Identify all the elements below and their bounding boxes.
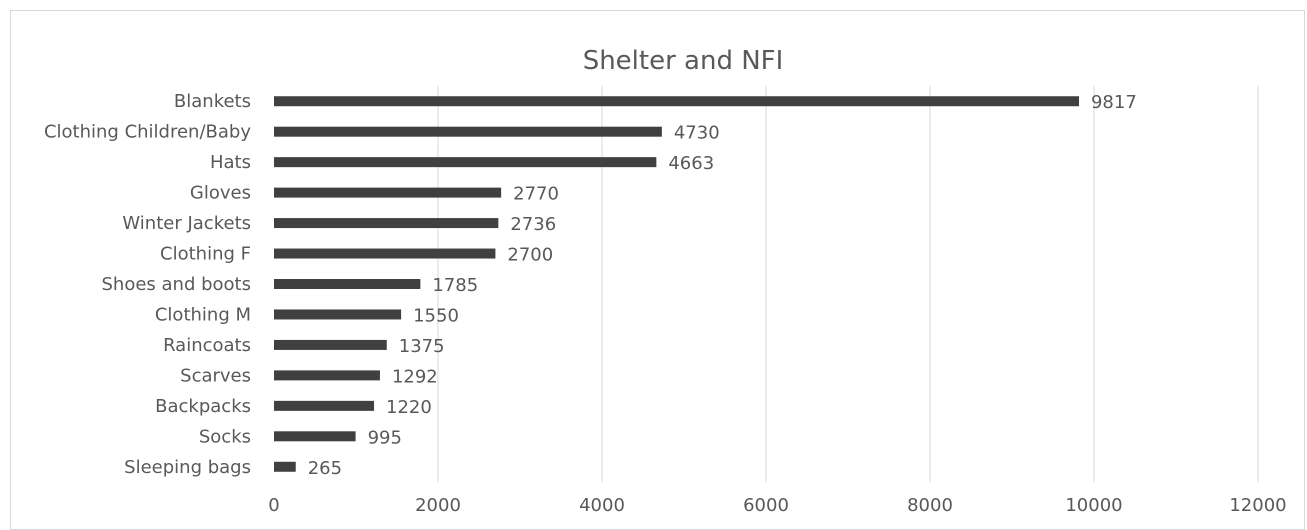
- gridlines: [437, 86, 1259, 482]
- data-label: 1375: [399, 336, 445, 357]
- bar: [274, 157, 657, 168]
- bar: [274, 279, 421, 289]
- x-tick-label: 4000: [579, 495, 625, 516]
- category-label: Scarves: [180, 365, 251, 386]
- data-label: 4663: [668, 153, 714, 174]
- category-label: Clothing Children/Baby: [44, 122, 251, 143]
- x-tick-label: 2000: [415, 495, 461, 516]
- category-label: Sleeping bags: [124, 457, 251, 478]
- category-label: Backpacks: [155, 396, 251, 417]
- x-tick-label: 10000: [1065, 495, 1122, 516]
- bar-chart: 9817 4730 4663 2770 2736 2700 1785 1550 1375 1292…: [44, 46, 1287, 516]
- category-label: Blankets: [174, 91, 251, 112]
- bar: [274, 218, 499, 229]
- x-tick-label: 8000: [907, 495, 953, 516]
- bar: [274, 248, 496, 259]
- data-label: 2770: [513, 184, 559, 205]
- data-label: 2736: [510, 214, 556, 235]
- data-label: 995: [368, 427, 402, 448]
- data-label: 1550: [413, 305, 459, 326]
- category-label: Gloves: [190, 183, 251, 204]
- bar: [274, 309, 402, 320]
- category-label: Winter Jackets: [122, 213, 251, 234]
- data-label: 9817: [1091, 92, 1137, 113]
- x-tick-label: 0: [268, 495, 279, 516]
- bar: [274, 187, 502, 198]
- bars: [274, 96, 1079, 472]
- bar: [274, 339, 387, 350]
- bar: [274, 461, 296, 472]
- category-label: Clothing F: [160, 244, 251, 265]
- category-label: Hats: [210, 152, 251, 173]
- category-label: Socks: [199, 426, 251, 447]
- data-label: 1220: [386, 397, 432, 418]
- data-label: 2700: [507, 245, 553, 266]
- data-label: 1785: [432, 275, 478, 296]
- bar: [274, 431, 356, 442]
- data-label: 1292: [392, 366, 438, 387]
- x-tick-label: 6000: [743, 495, 789, 516]
- category-label: Shoes and boots: [102, 274, 252, 295]
- data-labels: 9817 4730 4663 2770 2736 2700 1785 1550 1375 1292…: [308, 92, 1137, 479]
- bar: [274, 96, 1079, 107]
- x-axis-ticks: 0 2000 4000 6000 8000 10000 12000: [268, 495, 1286, 516]
- category-label: Raincoats: [163, 335, 251, 356]
- category-label: Clothing M: [155, 304, 251, 325]
- bar: [274, 400, 375, 411]
- bar: [274, 370, 380, 381]
- category-labels: Blankets Clothing Children/Baby Hats Glove…: [44, 91, 251, 478]
- bar: [274, 126, 662, 137]
- x-tick-label: 12000: [1229, 495, 1286, 516]
- data-label: 265: [308, 458, 342, 479]
- chart-title: Shelter and NFI: [583, 46, 784, 76]
- data-label: 4730: [674, 123, 720, 144]
